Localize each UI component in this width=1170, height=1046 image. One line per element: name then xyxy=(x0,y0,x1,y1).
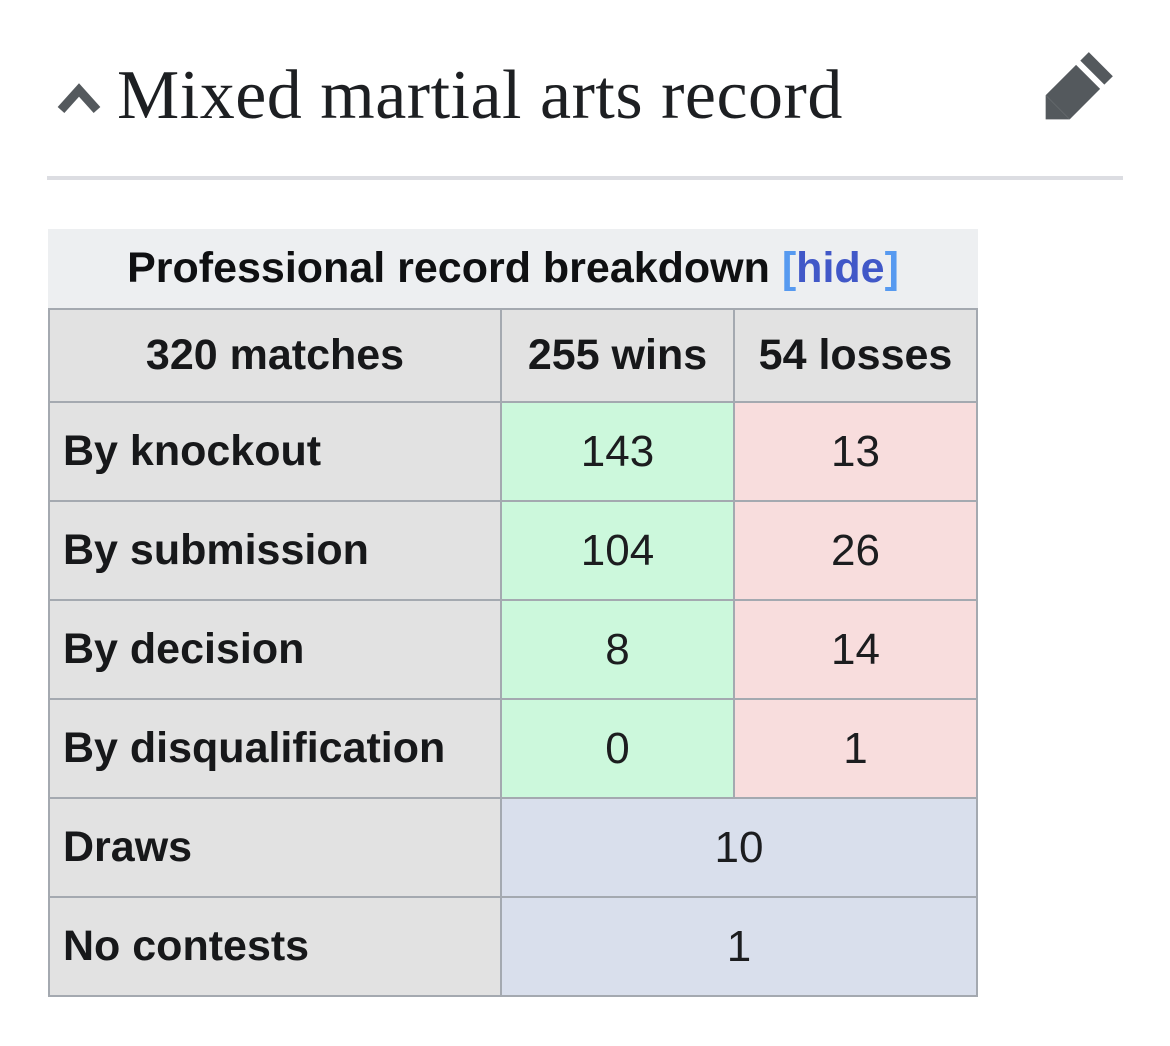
table-row: By decision 8 14 xyxy=(48,599,978,700)
column-header-wins: 255 wins xyxy=(500,308,735,403)
row-label-draws: Draws xyxy=(48,797,502,898)
row-label-by-submission: By submission xyxy=(48,500,502,601)
draws-value: 10 xyxy=(500,797,978,898)
wins-by-knockout: 143 xyxy=(500,401,735,502)
table-row: By submission 104 26 xyxy=(48,500,978,601)
wins-by-disqualification: 0 xyxy=(500,698,735,799)
table-header-row: 320 matches 255 wins 54 losses xyxy=(48,308,978,403)
losses-by-disqualification: 1 xyxy=(733,698,978,799)
chevron-up-icon[interactable] xyxy=(55,78,103,122)
row-label-by-decision: By decision xyxy=(48,599,502,700)
column-header-matches: 320 matches xyxy=(48,308,502,403)
losses-by-submission: 26 xyxy=(733,500,978,601)
wins-by-submission: 104 xyxy=(500,500,735,601)
table-row: No contests 1 xyxy=(48,896,978,997)
section-header: Mixed martial arts record xyxy=(0,0,1170,142)
hide-bracket-open: [ xyxy=(781,244,797,292)
table-row: By disqualification 0 1 xyxy=(48,698,978,799)
hide-label: hide xyxy=(796,244,885,292)
section-divider xyxy=(47,176,1123,180)
section-title: Mixed martial arts record xyxy=(117,57,843,135)
table-caption: Professional record breakdown [hide] xyxy=(48,229,978,308)
table-row: Draws 10 xyxy=(48,797,978,898)
row-label-no-contests: No contests xyxy=(48,896,502,997)
losses-by-decision: 14 xyxy=(733,599,978,700)
column-header-losses: 54 losses xyxy=(733,308,978,403)
table-row: By knockout 143 13 xyxy=(48,401,978,502)
pencil-icon[interactable] xyxy=(1023,50,1115,142)
row-label-by-disqualification: By disqualification xyxy=(48,698,502,799)
hide-bracket-close: ] xyxy=(884,244,899,292)
wins-by-decision: 8 xyxy=(500,599,735,700)
caption-text: Professional record breakdown xyxy=(127,244,770,292)
professional-record-table: Professional record breakdown [hide] 320… xyxy=(48,229,978,997)
hide-toggle-link[interactable]: [hide] xyxy=(782,244,899,292)
no-contests-value: 1 xyxy=(500,896,978,997)
row-label-by-knockout: By knockout xyxy=(48,401,502,502)
losses-by-knockout: 13 xyxy=(733,401,978,502)
